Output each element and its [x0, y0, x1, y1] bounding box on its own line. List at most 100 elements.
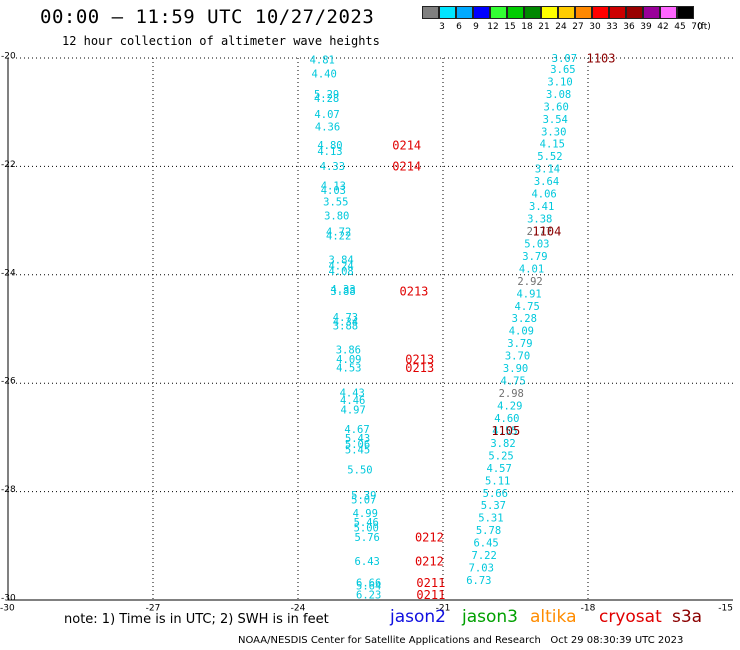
color-scale-tick-label: 70	[691, 22, 703, 32]
y-tick-label: -22	[1, 160, 16, 170]
wave-height-point: 4.01	[519, 263, 544, 275]
wave-height-point: 5.31	[478, 513, 503, 525]
color-scale-swatch	[473, 6, 490, 19]
color-scale-swatch	[626, 6, 643, 19]
wave-height-point: 5.64	[356, 580, 381, 592]
wave-height-point: 5.11	[485, 475, 510, 487]
x-tick-label: -24	[291, 604, 306, 614]
wave-height-point: 3.55	[323, 197, 348, 209]
wave-height-point: 3.08	[546, 89, 571, 101]
wave-height-point: 3.65	[550, 64, 575, 76]
wave-height-point: 4.22	[326, 230, 351, 242]
pass-time-label: 0212	[415, 555, 444, 569]
wave-height-point: 5.46	[354, 517, 379, 529]
wave-height-point: 5.50	[347, 464, 372, 476]
color-scale-unit: (ft)	[697, 22, 711, 32]
color-scale-swatch	[592, 6, 609, 19]
wave-height-point: 4.34	[333, 316, 358, 328]
color-scale-swatch	[456, 6, 473, 19]
color-scale-swatch	[643, 6, 660, 19]
color-scale-swatch	[524, 6, 541, 19]
x-tick-label: -30	[0, 604, 15, 614]
wave-height-point: 5.37	[481, 500, 506, 512]
wave-height-point: 7.22	[472, 550, 497, 562]
legend-item-altika: altika	[530, 607, 577, 627]
wave-height-point: 2.98	[499, 388, 524, 400]
wave-height-point: 4.81	[310, 55, 335, 67]
wave-height-point: 4.13	[317, 146, 342, 158]
wave-height-point: 4.57	[487, 463, 512, 475]
color-scale-swatch	[575, 6, 592, 19]
wave-height-point: 5.66	[483, 488, 508, 500]
pass-time-label: 0213	[405, 352, 434, 366]
wave-height-point: 2.92	[517, 276, 542, 288]
wave-height-point: 5.03	[524, 238, 549, 250]
wave-height-point: 5.76	[355, 532, 380, 544]
legend-item-jason2: jason2	[390, 607, 446, 627]
wave-height-point: 3.86	[336, 345, 361, 357]
color-scale-tick-label: 45	[674, 22, 686, 32]
wave-height-point: 3.54	[543, 114, 568, 126]
color-scale-swatch	[490, 6, 507, 19]
wave-height-point: 3.84	[328, 255, 353, 267]
legend-item-jason3: jason3	[462, 607, 518, 627]
wave-height-point: 4.99	[353, 508, 378, 520]
chart-title: 00:00 – 11:59 UTC 10/27/2023	[40, 6, 375, 28]
color-scale-tick-label: 3	[439, 22, 445, 32]
color-scale-swatch	[439, 6, 456, 19]
wave-height-point: 5.39	[351, 490, 376, 502]
x-tick-label: -27	[146, 604, 161, 614]
wave-height-point: 3.07	[552, 53, 577, 65]
credit-footer: NOAA/NESDIS Center for Satellite Applica…	[238, 635, 684, 646]
wave-height-point: 3.70	[505, 351, 530, 363]
wave-height-point: 4.36	[315, 121, 340, 133]
wave-height-point: 3.82	[490, 438, 515, 450]
wave-height-point: 5.45	[345, 444, 370, 456]
pass-time-label: 0213	[400, 285, 429, 299]
wave-height-point: 4.43	[340, 387, 365, 399]
y-tick-label: -28	[1, 485, 16, 495]
wave-height-point: 3.60	[544, 101, 569, 113]
wave-height-point: 3.90	[503, 363, 528, 375]
wave-height-point: 4.60	[494, 413, 519, 425]
wave-height-point: 6.66	[356, 578, 381, 590]
x-tick-label: -18	[581, 604, 596, 614]
color-scale-tick-label: 42	[657, 22, 669, 32]
wave-height-point: 3.10	[547, 76, 572, 88]
color-scale-swatch	[422, 6, 439, 19]
color-scale-tick-label: 9	[473, 22, 479, 32]
wave-height-point: 6.43	[355, 556, 380, 568]
wave-height-point: 4.73	[333, 312, 358, 324]
wave-height-point: 4.72	[326, 227, 351, 239]
color-scale-tick-label: 39	[640, 22, 652, 32]
legend-item-s3a: s3a	[672, 607, 703, 627]
color-scale-tick-label: 15	[504, 22, 516, 32]
pass-time-label: 0214	[392, 138, 421, 152]
wave-height-point: 4.15	[540, 139, 565, 151]
wave-height-point: 5.43	[345, 433, 370, 445]
wave-height-point: 6.23	[356, 590, 381, 602]
wave-height-point: 5.25	[488, 450, 513, 462]
wave-height-point: 4.97	[341, 404, 366, 416]
color-scale-swatch	[558, 6, 575, 19]
color-scale-swatch	[660, 6, 677, 19]
wave-height-point: 4.13	[321, 180, 346, 192]
wave-height-point: 4.24	[328, 261, 353, 273]
wave-height-point: 5.00	[354, 522, 379, 534]
wave-height-point: 4.09	[509, 326, 534, 338]
wave-height-point: 3.79	[507, 338, 532, 350]
wave-height-point: 4.28	[314, 93, 339, 105]
wave-height-point: 4.91	[516, 288, 541, 300]
color-scale-tick-label: 6	[456, 22, 462, 32]
wave-height-point: 4.09	[336, 354, 361, 366]
wave-height-point: 4.67	[344, 424, 369, 436]
wave-height-point: 3.14	[535, 164, 560, 176]
wave-height-point: 3.88	[333, 320, 358, 332]
wave-height-point: 4.75	[501, 376, 526, 388]
pass-time-label: 0211	[416, 588, 445, 602]
color-scale-tick-label: 12	[487, 22, 499, 32]
y-tick-label: -20	[1, 52, 16, 62]
wave-height-point: 4.80	[317, 140, 342, 152]
x-tick-label: -15	[718, 604, 733, 614]
